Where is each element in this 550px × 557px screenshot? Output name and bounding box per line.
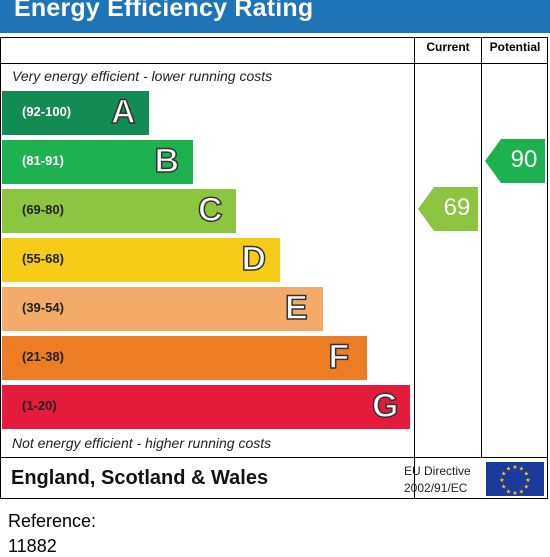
current-rating-arrow: 69 bbox=[418, 187, 481, 231]
band-range-g: (1-20) bbox=[22, 398, 57, 413]
svg-text:★: ★ bbox=[506, 466, 511, 473]
band-range-c: (69-80) bbox=[22, 202, 64, 217]
band-b: (81-91) B bbox=[2, 140, 193, 184]
band-letter-c: C bbox=[197, 190, 223, 230]
band-range-b: (81-91) bbox=[22, 153, 64, 168]
svg-text:★: ★ bbox=[501, 484, 506, 491]
chart-frame bbox=[0, 37, 548, 499]
band-a: (92-100) A bbox=[2, 91, 149, 135]
svg-text:★: ★ bbox=[512, 490, 517, 496]
band-range-d: (55-68) bbox=[22, 251, 64, 266]
svg-text:★: ★ bbox=[501, 471, 506, 478]
svg-text:★: ★ bbox=[506, 488, 511, 495]
band-range-e: (39-54) bbox=[22, 300, 64, 315]
eu-flag-icon: ★ ★ ★ ★ ★ ★ ★ ★ ★ ★ ★ ★ bbox=[486, 462, 544, 497]
svg-text:★: ★ bbox=[499, 477, 504, 484]
band-letter-b: B bbox=[154, 141, 180, 181]
band-letter-a: A bbox=[110, 92, 136, 132]
band-g: (1-20) G bbox=[2, 385, 410, 429]
footer-rule bbox=[0, 457, 548, 458]
band-letter-f: F bbox=[328, 337, 350, 377]
potential-rating-arrow: 90 bbox=[485, 139, 548, 183]
svg-text:★: ★ bbox=[524, 484, 529, 491]
band-range-a: (92-100) bbox=[22, 104, 72, 119]
divider-potential bbox=[481, 37, 482, 458]
band-range-f: (21-38) bbox=[22, 349, 64, 364]
band-c: (69-80) C bbox=[2, 189, 236, 233]
caption-bottom: Not energy efficient - higher running co… bbox=[12, 435, 272, 451]
svg-text:★: ★ bbox=[519, 488, 524, 495]
caption-top: Very energy efficient - lower running co… bbox=[12, 68, 273, 84]
divider-current bbox=[414, 37, 415, 499]
svg-text:★: ★ bbox=[512, 464, 517, 471]
current-rating-value: 69 bbox=[443, 194, 471, 221]
eu-directive-line1: EU Directive bbox=[404, 464, 471, 478]
svg-text:★: ★ bbox=[525, 477, 530, 484]
chart-title: Energy Efficiency Rating bbox=[14, 0, 314, 22]
band-d: (55-68) D bbox=[2, 238, 280, 282]
band-e: (39-54) E bbox=[2, 287, 323, 331]
band-f: (21-38) F bbox=[2, 336, 367, 380]
column-header-current: Current bbox=[426, 40, 470, 54]
header-rule bbox=[0, 63, 548, 64]
region-label: England, Scotland & Wales bbox=[11, 467, 269, 489]
svg-text:★: ★ bbox=[524, 471, 529, 478]
column-header-potential: Potential bbox=[489, 40, 541, 54]
band-letter-e: E bbox=[284, 288, 308, 328]
title-bar: Energy Efficiency Rating bbox=[0, 0, 550, 33]
eu-directive-line2: 2002/91/EC bbox=[404, 481, 468, 495]
band-letter-d: D bbox=[241, 239, 267, 279]
reference-value: 11882 bbox=[8, 536, 57, 556]
svg-text:★: ★ bbox=[519, 466, 524, 473]
reference-label: Reference: bbox=[8, 511, 97, 531]
band-letter-g: G bbox=[371, 386, 399, 426]
potential-rating-value: 90 bbox=[510, 146, 538, 173]
